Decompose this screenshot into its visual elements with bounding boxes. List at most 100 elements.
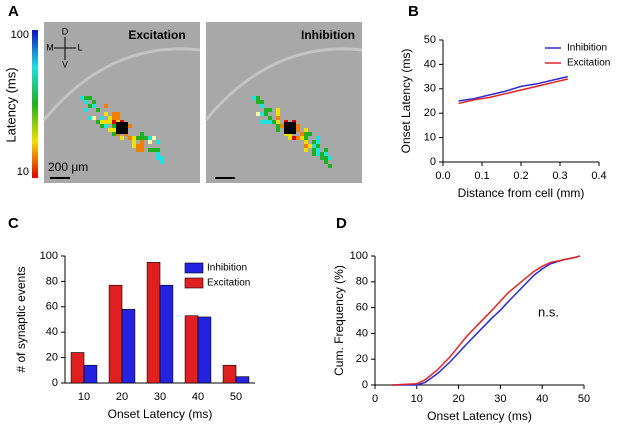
heatmap-pixel (112, 124, 116, 128)
heatmap-pixel (160, 156, 164, 160)
heatmap-pixel (308, 144, 312, 148)
heatmap-pixel (276, 112, 280, 116)
y-tick-label: 100 (350, 250, 368, 262)
heatmap-pixel (84, 108, 88, 112)
x-axis-label: Onset Latency (ms) (427, 409, 532, 423)
heatmap-pixel (324, 156, 328, 160)
image-right (206, 22, 362, 183)
y-tick-label: 0 (362, 379, 368, 391)
heatmap-pixel (108, 128, 112, 132)
bar (184, 315, 199, 384)
y-tick-label: 60 (356, 302, 368, 314)
legend-label: Excitation (567, 58, 610, 69)
y-tick-label: 30 (424, 83, 436, 95)
heatmap-pixel (140, 132, 144, 136)
x-tick-label: 40 (536, 393, 548, 405)
heatmap-pixel (260, 112, 264, 116)
x-tick-label: 0 (372, 393, 378, 405)
heatmap-pixel (268, 108, 272, 112)
heatmap-pixel (304, 144, 308, 148)
x-tick-label: 0.2 (513, 170, 528, 182)
image-title: Excitation (128, 28, 185, 42)
heatmap-pixel (288, 136, 292, 140)
heatmap-pixel (148, 136, 152, 140)
y-tick-label: 40 (424, 58, 436, 70)
y-tick-label: 80 (46, 275, 58, 287)
heatmap-pixel (272, 120, 276, 124)
panel-label: C (8, 215, 19, 232)
heatmap-pixel (264, 112, 268, 116)
line (391, 255, 581, 386)
heatmap-pixel (268, 116, 272, 120)
x-tick-label: 50 (578, 393, 590, 405)
y-axis-label: Cum. Frequency (%) (332, 265, 346, 376)
heatmap-pixel (280, 124, 284, 128)
heatmap-pixel (312, 148, 316, 152)
bar (235, 376, 250, 384)
heatmap-pixel (304, 132, 308, 136)
heatmap-pixel (140, 140, 144, 144)
y-tick-label: 60 (46, 301, 58, 313)
x-tick-label: 20 (116, 391, 128, 403)
heatmap-pixel (324, 160, 328, 164)
panel-label: A (8, 3, 19, 20)
heatmap-pixel (312, 140, 316, 144)
heatmap-pixel (108, 116, 112, 120)
colorbar-max: 100 (11, 29, 29, 41)
heatmap-pixel (324, 152, 328, 156)
heatmap-pixel (300, 132, 304, 136)
heatmap-pixel (104, 112, 108, 116)
heatmap-pixel (264, 120, 268, 124)
heatmap-pixel (300, 136, 304, 140)
compass-label: D (62, 26, 69, 36)
heatmap-pixel (148, 140, 152, 144)
heatmap-pixel (92, 100, 96, 104)
y-tick-label: 0 (52, 377, 58, 389)
heatmap-pixel (100, 124, 104, 128)
bar (197, 316, 212, 384)
tissue-edge (42, 47, 201, 121)
y-tick-label: 10 (424, 132, 436, 144)
heatmap-pixel (292, 136, 296, 140)
heatmap-pixel (136, 148, 140, 152)
heatmap-pixel (88, 116, 92, 120)
heatmap-pixel (112, 112, 116, 116)
heatmap-pixel (128, 124, 132, 128)
heatmap-pixel (320, 156, 324, 160)
heatmap-pixel (260, 100, 264, 104)
x-tick-label: 0.1 (474, 170, 489, 182)
heatmap-pixel (316, 148, 320, 152)
compass-label: V (62, 59, 68, 69)
bar (146, 262, 161, 384)
y-tick-label: 40 (46, 326, 58, 338)
heatmap-pixel (156, 148, 160, 152)
heatmap-pixel (152, 148, 156, 152)
compass-label: M (46, 42, 54, 52)
y-tick-label: 0 (430, 156, 436, 168)
heatmap-pixel (84, 96, 88, 100)
cell-body (284, 122, 296, 134)
heatmap-pixel (316, 136, 320, 140)
colorbar-min: 10 (17, 166, 29, 178)
legend-swatch (184, 277, 204, 289)
heatmap-pixel (132, 144, 136, 148)
heatmap-pixel (268, 120, 272, 124)
heatmap-pixel (260, 104, 264, 108)
heatmap-pixel (108, 120, 112, 124)
legend-label: Inhibition (567, 43, 607, 54)
panel-label: D (336, 215, 347, 232)
heatmap-pixel (324, 148, 328, 152)
heatmap-pixel (276, 124, 280, 128)
cell-body (116, 122, 128, 134)
heatmap-pixel (252, 96, 256, 100)
heatmap-pixel (316, 152, 320, 156)
heatmap-pixel (304, 148, 308, 152)
heatmap-pixel (304, 140, 308, 144)
x-axis-label: Onset Latency (ms) (108, 407, 213, 421)
bar (159, 284, 174, 384)
legend-swatch (184, 262, 204, 274)
heatmap-pixel (112, 116, 116, 120)
x-tick-label: 0.3 (552, 170, 567, 182)
y-tick-label: 20 (424, 107, 436, 119)
